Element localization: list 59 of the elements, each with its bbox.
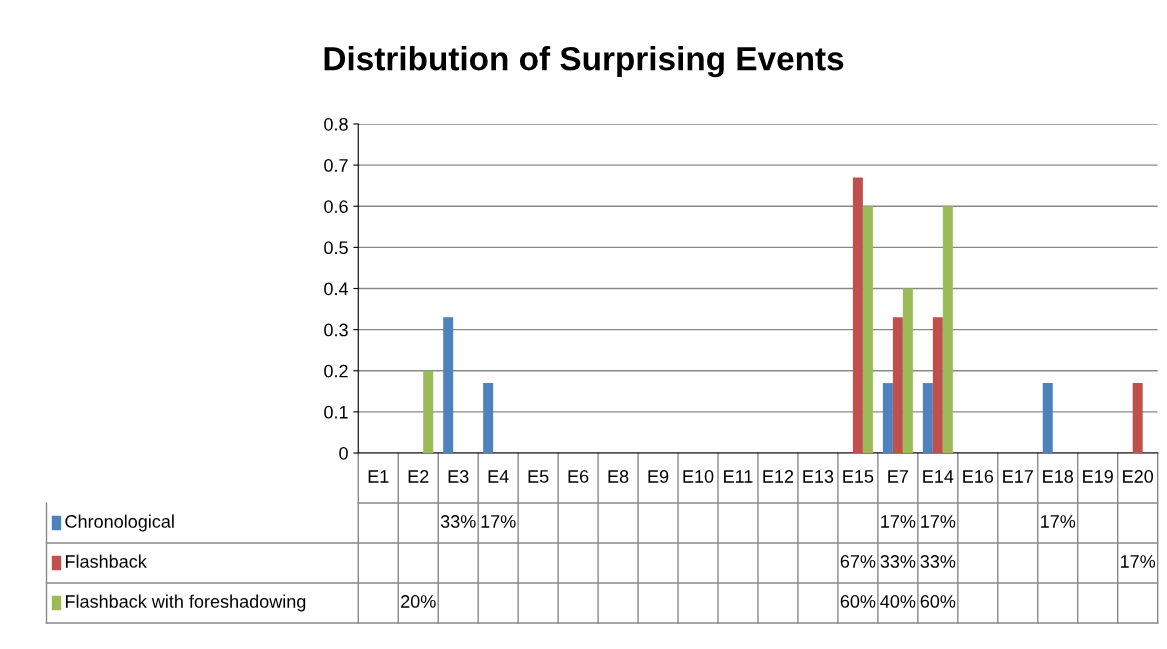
x-tick-label: E19 — [1083, 470, 1113, 483]
bar — [932, 317, 943, 453]
x-tick-label: E9 — [648, 470, 669, 483]
y-tick-label: 0.8 — [324, 117, 348, 131]
data-label: 40% — [880, 595, 916, 608]
bar — [1042, 383, 1053, 453]
bar — [1132, 383, 1143, 453]
legend-label: Flashback with foreshadowing — [65, 594, 306, 612]
x-tick-label: E20 — [1123, 470, 1154, 483]
bar — [862, 206, 873, 453]
y-tick-label: 0 — [339, 446, 348, 460]
legend-label: Chronological — [65, 514, 174, 532]
legend-label: Flashback — [65, 554, 147, 568]
data-label: 17% — [921, 515, 956, 528]
y-tick-label: 0.5 — [324, 241, 348, 255]
data-label: 33% — [880, 555, 916, 568]
data-label: 20% — [401, 595, 436, 608]
x-tick-label: E17 — [1003, 470, 1033, 483]
x-tick-label: E5 — [528, 470, 549, 483]
y-tick-label: 0.4 — [324, 282, 349, 296]
data-label: 17% — [481, 515, 516, 528]
data-label: 60% — [920, 595, 956, 608]
x-tick-label: E3 — [448, 470, 469, 483]
data-label: 17% — [881, 515, 916, 528]
x-tick-label: E11 — [724, 470, 753, 483]
data-label: 33% — [440, 515, 476, 528]
x-tick-label: E13 — [803, 470, 834, 483]
bar — [922, 383, 933, 453]
x-tick-label: E7 — [888, 470, 908, 483]
y-tick-label: 0.3 — [324, 323, 348, 337]
y-tick-label: 0.6 — [324, 200, 348, 213]
y-tick-label: 0.7 — [324, 159, 348, 172]
data-label: 60% — [840, 595, 876, 608]
bar — [892, 317, 903, 453]
data-label: 33% — [920, 555, 956, 568]
x-tick-label: E16 — [963, 470, 994, 483]
bar — [942, 206, 953, 453]
bar — [443, 317, 454, 453]
bar — [902, 288, 913, 453]
x-tick-label: E10 — [683, 470, 714, 483]
x-tick-label: E6 — [568, 470, 589, 483]
x-tick-label: E1 — [368, 470, 389, 483]
chart-title: Distribution of Surprising Events — [324, 46, 844, 78]
x-tick-label: E2 — [408, 470, 429, 483]
x-tick-label: E4 — [488, 470, 509, 483]
data-label: 67% — [840, 555, 876, 568]
bar — [852, 177, 863, 453]
bar — [423, 370, 434, 453]
bar — [483, 383, 494, 453]
data-label: 17% — [1120, 555, 1156, 568]
y-tick-label: 0.2 — [324, 364, 348, 378]
x-tick-label: E12 — [763, 470, 794, 483]
bar — [882, 383, 893, 453]
data-label: 17% — [1041, 515, 1076, 528]
y-tick-label: 0.1 — [324, 405, 348, 419]
x-tick-label: E18 — [1043, 470, 1074, 483]
x-tick-label: E15 — [843, 470, 874, 483]
x-tick-label: E8 — [608, 470, 629, 483]
x-tick-label: E14 — [923, 470, 954, 483]
